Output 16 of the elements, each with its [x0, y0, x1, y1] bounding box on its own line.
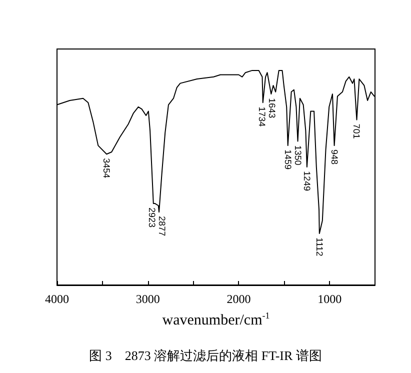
text: 图 3 2873 溶解过滤后的液相 FT-IR 谱图	[89, 348, 322, 363]
x-tick-label: 1000	[318, 292, 342, 306]
annotation: 948	[329, 150, 340, 165]
annotation: 1249	[302, 171, 312, 192]
annotation: 1734	[257, 106, 268, 127]
x-tick-label: 2000	[226, 292, 251, 306]
annotation: 1350	[292, 145, 303, 166]
x-tick-label: 4000	[45, 292, 69, 306]
x-tick-label: 3000	[136, 292, 160, 306]
annotation: 1112	[314, 238, 324, 256]
annotation: 1459	[282, 150, 293, 170]
annotation: 2923	[146, 207, 157, 228]
annotation: 2877	[156, 216, 167, 236]
annotation: 3454	[102, 158, 112, 178]
annotation: 701	[352, 124, 362, 139]
annotation: 1643	[267, 98, 278, 118]
